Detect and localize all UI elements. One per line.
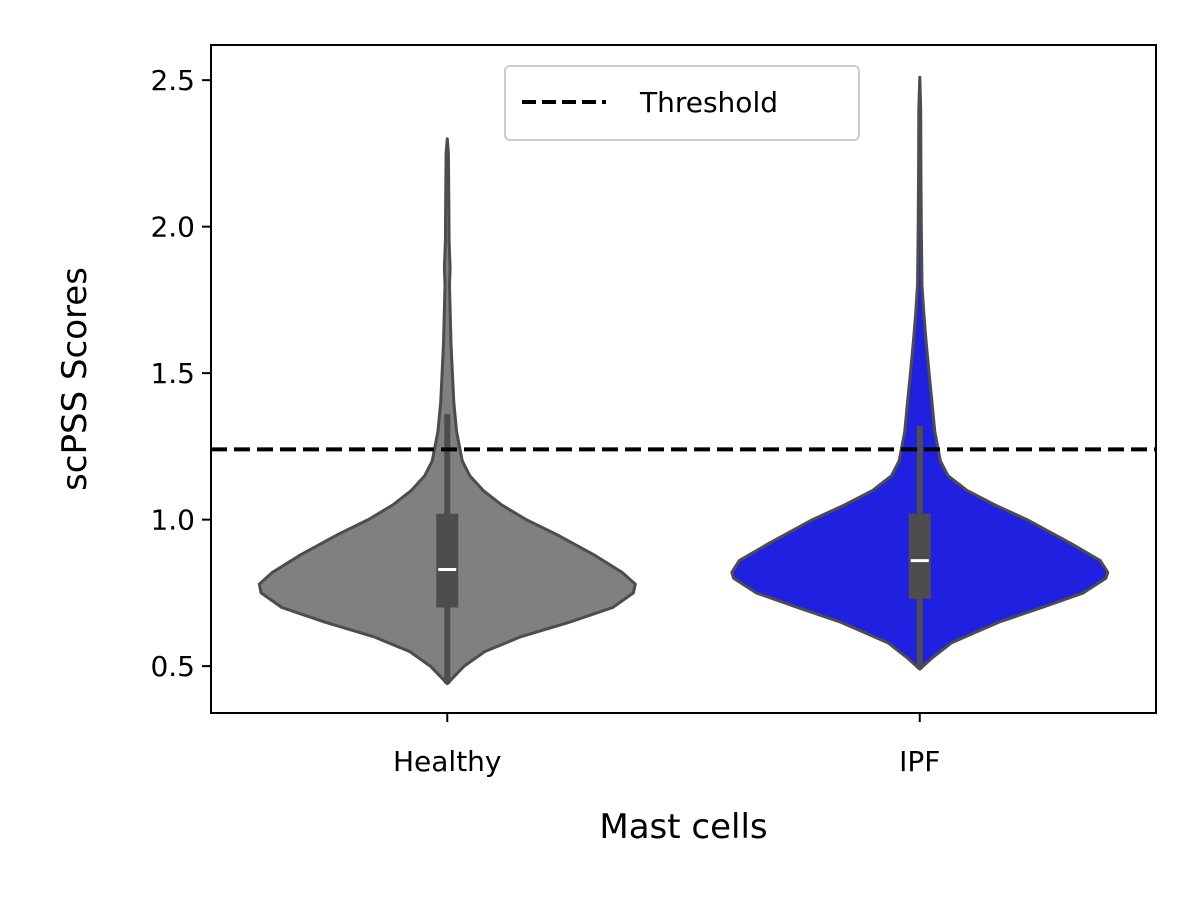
y-tick-label: 1.5 xyxy=(150,357,195,390)
plot-frame xyxy=(210,44,1157,714)
y-tick-label: 2.5 xyxy=(150,64,195,97)
violin-box-healthy xyxy=(436,513,459,608)
y-tick-label: 0.5 xyxy=(150,650,195,683)
legend-box xyxy=(504,65,860,141)
violin-box-ipf xyxy=(908,513,931,599)
violins-layer xyxy=(257,75,1110,686)
y-axis: 0.5 1.0 1.5 2.0 2.5 xyxy=(150,64,211,683)
y-tick-label: 2.0 xyxy=(150,211,195,244)
y-tick-label: 1.0 xyxy=(150,504,195,537)
violin-body-ipf xyxy=(730,75,1110,671)
x-axis-label: Mast cells xyxy=(599,807,767,847)
legend-threshold-label: Threshold xyxy=(639,86,778,119)
x-tick-label-ipf: IPF xyxy=(899,745,940,778)
legend: Threshold xyxy=(504,65,860,141)
violin-body-healthy xyxy=(257,137,637,686)
y-axis-label: scPSS Scores xyxy=(55,267,95,491)
x-axis: Healthy IPF xyxy=(393,713,940,778)
x-tick-label-healthy: Healthy xyxy=(393,745,502,778)
